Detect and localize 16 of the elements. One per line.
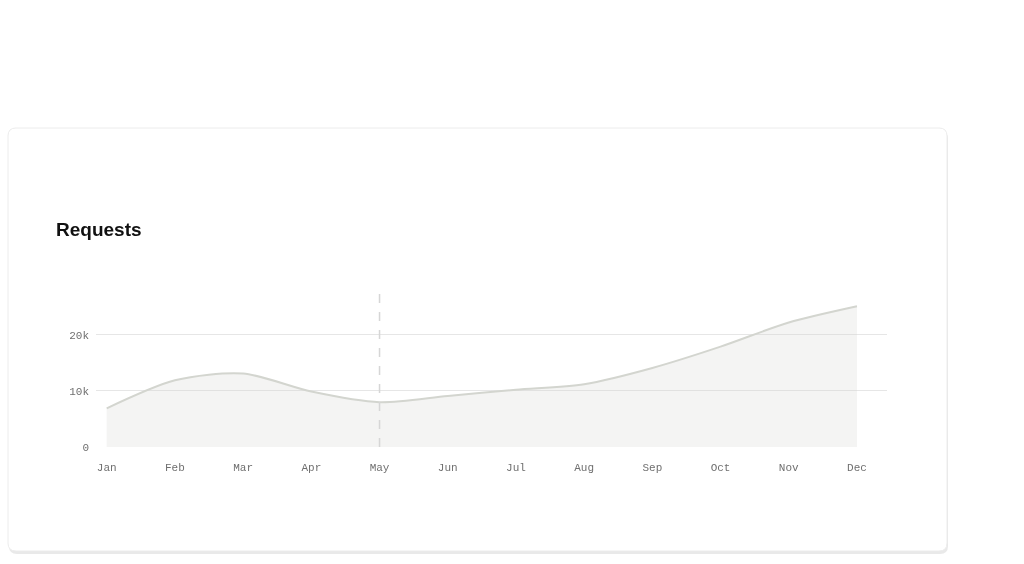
y-tick-label: 10k	[69, 385, 90, 398]
x-tick-label: Aug	[574, 462, 595, 474]
x-tick-label: Sep	[642, 462, 663, 474]
x-tick-label: Oct	[710, 462, 731, 474]
y-tick-label: 20k	[69, 329, 90, 342]
x-tick-label: Nov	[778, 462, 800, 474]
x-tick-label: Jun	[437, 462, 458, 474]
y-tick-label: 0	[82, 441, 89, 454]
x-tick-label: Jan	[96, 462, 117, 474]
chart-title: Requests	[56, 218, 142, 240]
x-tick-label: Dec	[847, 462, 867, 474]
x-tick-label: Mar	[233, 462, 254, 474]
x-tick-label: Apr	[301, 462, 322, 474]
x-tick-label: May	[369, 462, 390, 474]
x-tick-label: Feb	[165, 462, 185, 474]
x-tick-label: Jul	[506, 462, 526, 474]
